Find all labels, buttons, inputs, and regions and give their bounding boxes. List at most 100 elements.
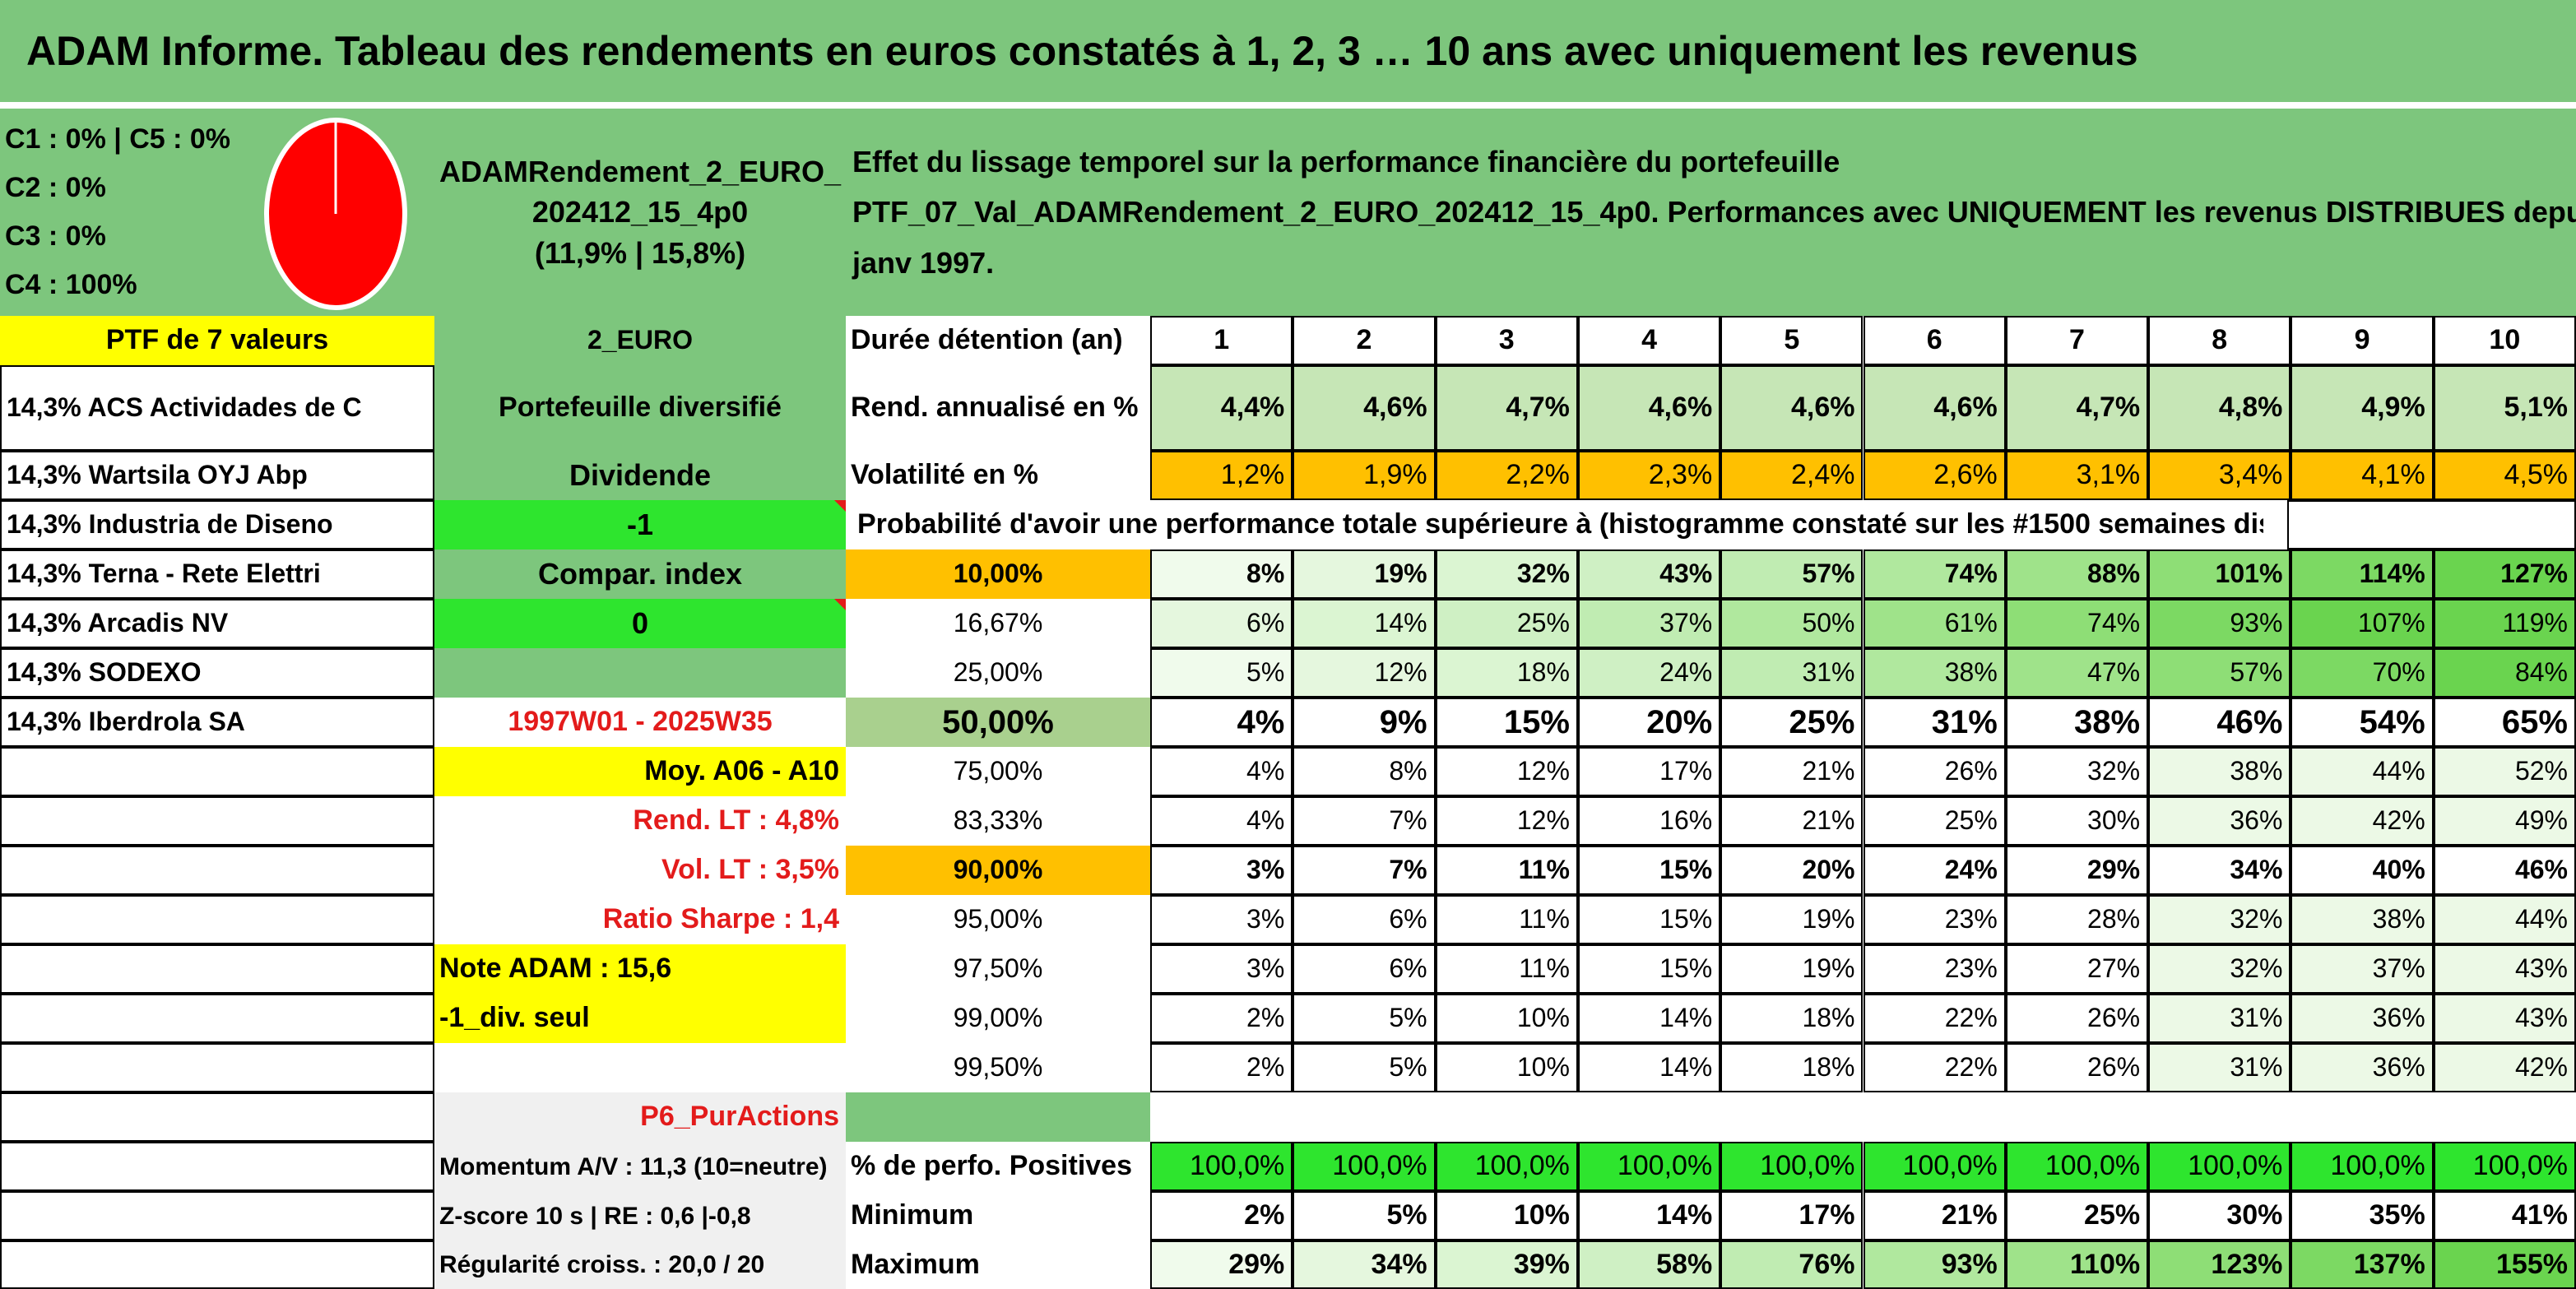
empty-cell [1578,1092,1720,1142]
percentile-value: 19% [1720,895,1864,944]
max-label: Maximum [851,1248,980,1280]
percentile-value: 42% [2433,1043,2576,1092]
percentile-value: 32% [1435,549,1578,599]
positive-value: 100,0% [2433,1142,2576,1191]
percentile-value: 88% [2005,549,2149,599]
min-label: Minimum [851,1199,974,1231]
percentile-value: 22% [1863,994,2006,1043]
percentile-value: 32% [2005,747,2149,796]
empty-cell [434,1043,846,1092]
percentile-value: 28% [2005,895,2149,944]
percentile-value: 36% [2291,994,2434,1043]
moy-label: Moy. A06 - A10 [434,747,846,796]
percentile-value: 25% [1863,796,2006,846]
max-value: 155% [2433,1240,2576,1289]
percentile-label: 50,00% [846,698,1150,747]
vol-value: 4,1% [2291,451,2434,500]
percentile-value: 38% [2005,698,2149,747]
min-value: 41% [2433,1191,2576,1240]
empty-cell [2434,1092,2576,1142]
percentile-value: 127% [2433,549,2576,599]
percentile-value: 5% [1293,994,1436,1043]
percentile-value: 14% [1577,1043,1721,1092]
percentile-value: 22% [1863,1043,2006,1092]
min-value: 10% [1435,1191,1578,1240]
year-header: 8 [2148,316,2291,365]
percentile-value: 6% [1150,599,1293,648]
percentile-value: 38% [2148,747,2291,796]
min-value: 5% [1293,1191,1436,1240]
percentile-value: 15% [1577,944,1721,994]
max-value: 34% [1293,1240,1436,1289]
positive-value: 100,0% [2291,1142,2434,1191]
percentile-value: 3% [1150,846,1293,895]
percentile-value: 4% [1150,796,1293,846]
percentile-value: 93% [2148,599,2291,648]
positive-value: 100,0% [1863,1142,2006,1191]
comment-indicator-icon [834,599,846,610]
percentile-value: 44% [2433,895,2576,944]
empty-cell [1293,1092,1435,1142]
max-value: 39% [1435,1240,1578,1289]
percentile-value: 26% [1863,747,2006,796]
vol-value: 1,2% [1150,451,1293,500]
percentile-value: 57% [1720,549,1864,599]
empty-cell [0,796,434,846]
percentile-value: 40% [2291,846,2434,895]
percentile-value: 32% [2148,895,2291,944]
rend-value: 4,8% [2148,365,2291,451]
min-value: 30% [2148,1191,2291,1240]
percentile-value: 101% [2148,549,2291,599]
percentile-value: 43% [2433,944,2576,994]
percentile-value: 21% [1720,796,1864,846]
year-header: 7 [2005,316,2149,365]
min-value: 17% [1720,1191,1864,1240]
percentile-value: 30% [2005,796,2149,846]
percentile-value: 49% [2433,796,2576,846]
percentile-value: 16% [1577,796,1721,846]
rend-value: 4,4% [1150,365,1293,451]
proba-header: Probabilité d'avoir une performance tota… [857,508,2263,540]
min-value: 35% [2291,1191,2434,1240]
allocation-pie-chart [264,118,407,310]
positive-value: 100,0% [1293,1142,1436,1191]
percentile-value: 27% [2005,944,2149,994]
percentile-value: 3% [1150,944,1293,994]
percentile-value: 17% [1577,747,1721,796]
currency-label: 2_EURO [434,316,846,365]
percentile-value: 65% [2433,698,2576,747]
sharpe-label: Ratio Sharpe : 1,4 [602,903,839,935]
percentile-value: 12% [1435,796,1578,846]
percentile-value: 31% [2148,1043,2291,1092]
percentile-value: 18% [1435,648,1578,698]
percentile-value: 5% [1293,1043,1436,1092]
max-value: 58% [1577,1240,1721,1289]
min-value: 14% [1577,1191,1721,1240]
percentile-value: 114% [2291,549,2434,599]
vol-value: 3,4% [2148,451,2291,500]
min-value: 21% [1863,1191,2006,1240]
positive-value: 100,0% [1577,1142,1721,1191]
year-header: 10 [2433,316,2576,365]
vol-value: 1,9% [1293,451,1436,500]
percentile-value: 5% [1150,648,1293,698]
percentile-label: 99,50% [953,1052,1043,1083]
max-value: 93% [1863,1240,2006,1289]
percentile-value: 26% [2005,994,2149,1043]
percentile-value: 119% [2433,599,2576,648]
pos-label: % de perfo. Positives [851,1150,1132,1182]
percentile-value: 23% [1863,895,2006,944]
vol-value: 4,5% [2433,451,2576,500]
percentile-value: 43% [1577,549,1721,599]
percentile-value: 10% [1435,1043,1578,1092]
percentile-value: 20% [1720,846,1864,895]
holding-row: 14,3% Industria de Diseno [0,500,434,549]
percentile-value: 25% [1435,599,1578,648]
empty-cell [2291,1092,2433,1142]
percentile-value: 37% [1577,599,1721,648]
dividend-label: Dividende [434,451,846,500]
percentile-value: 38% [2291,895,2434,944]
allocation-line: C1 : 0% | C5 : 0% [5,123,231,155]
vol-value: 2,4% [1720,451,1864,500]
percentile-value: 29% [2005,846,2149,895]
